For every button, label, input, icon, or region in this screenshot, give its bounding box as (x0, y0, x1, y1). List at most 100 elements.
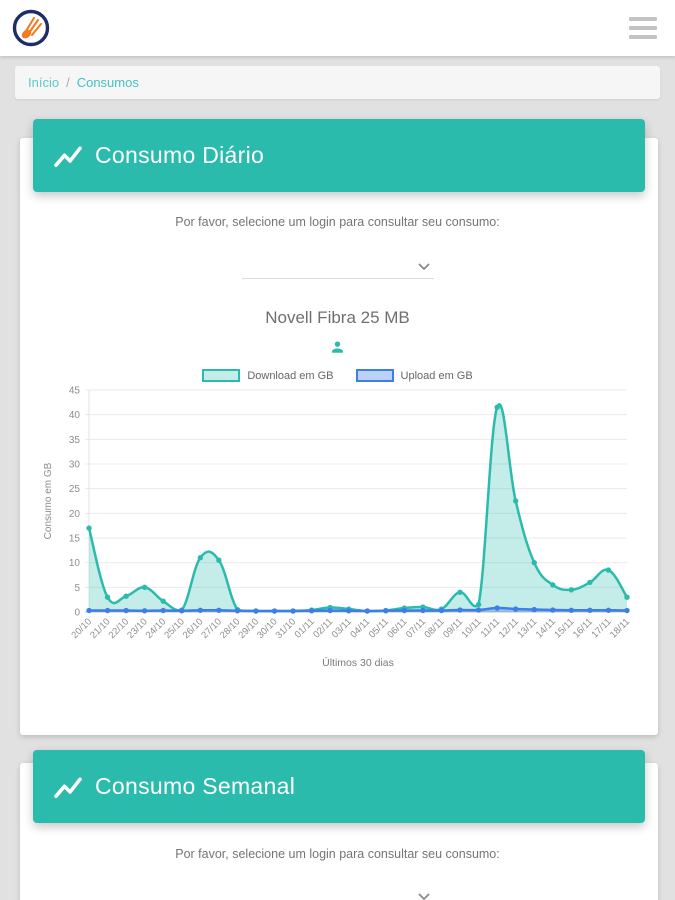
data-point (383, 608, 389, 614)
x-tick-label: 17/11 (589, 616, 613, 640)
x-tick-label: 18/11 (608, 616, 632, 640)
breadcrumb-inicio[interactable]: Início (28, 75, 60, 90)
x-tick-label: 21/10 (88, 616, 113, 641)
x-tick-label: 11/11 (479, 616, 503, 640)
top-bar (0, 0, 675, 56)
line-chart-icon (51, 770, 85, 804)
data-point (290, 608, 296, 614)
x-tick-label: 07/11 (404, 616, 428, 640)
y-tick-label: 20 (69, 509, 81, 520)
chevron-down-icon (418, 258, 430, 276)
y-tick-label: 10 (69, 558, 81, 569)
data-point (308, 608, 315, 614)
x-tick-label: 06/11 (385, 616, 409, 640)
y-tick-label: 30 (69, 460, 81, 471)
x-tick-label: 14/11 (534, 616, 558, 640)
upload-legend-swatch (355, 369, 394, 382)
weekly-login-select[interactable] (242, 879, 434, 900)
hamburger-menu-icon[interactable] (629, 17, 657, 39)
x-tick-label: 25/10 (162, 616, 187, 641)
app-logo (11, 8, 51, 48)
y-tick-label: 5 (74, 583, 80, 594)
x-tick-label: 10/11 (460, 616, 484, 640)
x-tick-label: 31/10 (274, 616, 299, 641)
y-tick-label: 45 (69, 386, 81, 397)
data-point (587, 579, 593, 586)
x-tick-label: 08/11 (423, 616, 447, 640)
person-icon-wrap (0, 338, 675, 362)
data-point (550, 582, 556, 588)
data-point (160, 607, 166, 614)
x-tick-label: 13/11 (515, 616, 539, 640)
daily-card-title: Consumo Diário (95, 142, 265, 168)
data-point (346, 608, 352, 614)
chart-legend: Download em GB Upload em GB (0, 369, 675, 382)
x-tick-label: 27/10 (199, 616, 224, 641)
y-tick-label: 40 (69, 410, 81, 421)
weekly-card-header: Consumo Semanal (33, 750, 645, 823)
data-point (457, 589, 463, 595)
data-point (512, 498, 519, 504)
x-tick-label: 30/10 (255, 616, 280, 641)
chevron-down-icon (418, 888, 430, 900)
data-point (605, 567, 612, 573)
person-icon (332, 341, 343, 353)
data-point (494, 605, 500, 611)
x-tick-label: 03/11 (330, 616, 354, 640)
data-point (271, 608, 278, 614)
x-axis-title: Últimos 30 dias (322, 656, 394, 669)
y-axis-title: Consumo em GB (43, 462, 54, 539)
data-point (216, 607, 222, 613)
data-point (104, 607, 111, 614)
breadcrumb: Início / Consumos (15, 66, 660, 99)
data-point (401, 607, 408, 614)
x-tick-label: 02/11 (311, 616, 335, 640)
data-point (197, 555, 204, 561)
data-point (512, 606, 519, 612)
y-tick-label: 15 (69, 534, 81, 545)
download-legend-swatch (202, 369, 241, 382)
data-point (624, 594, 630, 600)
data-point (605, 607, 612, 613)
weekly-card-title: Consumo Semanal (95, 773, 296, 799)
data-point (568, 607, 575, 613)
y-tick-label: 25 (69, 484, 81, 495)
data-point (457, 607, 463, 613)
x-tick-label: 01/11 (293, 616, 317, 640)
series-line-0 (87, 403, 629, 613)
weekly-login-select-value (242, 886, 246, 900)
y-tick-label: 0 (74, 608, 80, 619)
breadcrumb-consumos: Consumos (76, 75, 139, 90)
data-point (104, 594, 111, 600)
daily-login-select[interactable] (242, 249, 434, 279)
data-point (550, 607, 556, 613)
x-tick-label: 24/10 (144, 616, 169, 641)
data-point (253, 608, 259, 614)
daily-login-select-value (242, 256, 246, 271)
daily-select-hint: Por favor, selecione um login para consu… (175, 215, 500, 229)
legend-item-upload[interactable]: Upload em GB (355, 369, 473, 382)
data-point (438, 607, 445, 614)
data-point (86, 607, 92, 614)
chart-title: Novell Fibra 25 MB (265, 308, 410, 327)
data-point (179, 608, 185, 614)
provider-logo-icon (12, 9, 50, 47)
consumption-chart[interactable]: 0 5 10 15 20 25 30 35 40 45 20/1021/1022/1023/1024… (0, 386, 675, 681)
x-tick-label: 28/10 (218, 616, 243, 641)
daily-consumption-card (20, 138, 658, 735)
data-point (160, 598, 166, 604)
x-tick-label: 23/10 (125, 616, 150, 641)
x-tick-label: 05/11 (367, 616, 391, 640)
legend-item-download[interactable]: Download em GB (202, 369, 334, 382)
x-tick-label: 22/10 (107, 616, 132, 641)
x-tick-label: 20/10 (70, 616, 95, 641)
y-tick-label: 35 (69, 435, 81, 446)
data-point (587, 607, 593, 613)
data-point (86, 525, 92, 531)
data-point (364, 608, 370, 614)
data-point (216, 557, 222, 563)
data-point (123, 607, 129, 614)
x-tick-label: 12/11 (497, 616, 521, 640)
data-point (141, 608, 148, 614)
data-point (420, 607, 426, 614)
